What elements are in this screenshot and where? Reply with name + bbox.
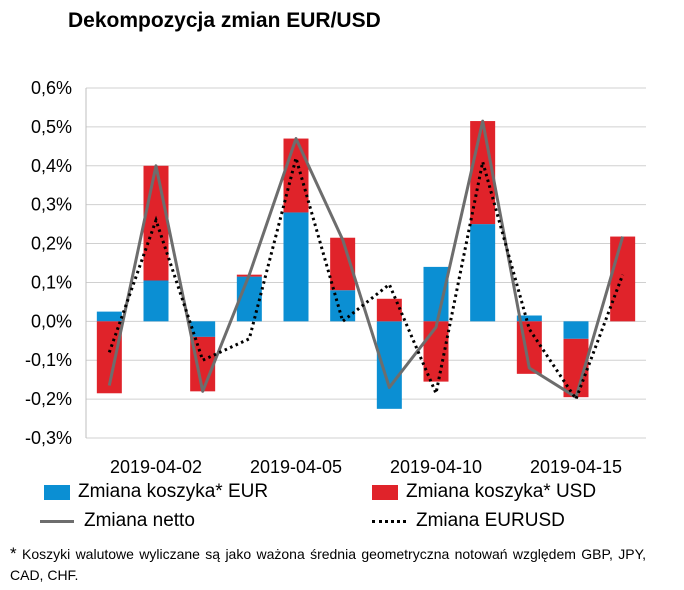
bar-eur [376, 321, 402, 409]
y-tick-label: 0,0% [31, 311, 72, 331]
bar-eur [143, 280, 169, 322]
y-tick-label: 0,6% [31, 78, 72, 98]
x-tick-label: 2019-04-05 [250, 457, 342, 477]
y-tick-label: 0,1% [31, 272, 72, 292]
bar-eur [563, 321, 589, 339]
bar-usd [283, 138, 309, 213]
bar-eur [190, 321, 216, 337]
y-tick-label: -0,2% [25, 389, 72, 409]
x-tick-label: 2019-04-10 [390, 457, 482, 477]
footnote: * Koszyki walutowe wyliczane są jako waż… [10, 543, 646, 586]
y-tick-label: 0,3% [31, 195, 72, 215]
y-tick-label: -0,3% [25, 428, 72, 448]
bar-eur [516, 315, 542, 322]
x-tick-label: 2019-04-02 [110, 457, 202, 477]
y-tick-label: 0,5% [31, 117, 72, 137]
bar-usd [143, 165, 169, 281]
line-netto [107, 119, 625, 399]
line-eurusd [107, 152, 625, 403]
bar-usd [423, 321, 449, 382]
x-tick-label: 2019-04-15 [530, 457, 622, 477]
chart-plot: -0,3% -0,2% -0,1% 0,0% 0,1% 0,2% 0,3% 0,4% 0,5% 0… [25, 78, 646, 477]
y-tick-label: -0,1% [25, 350, 72, 370]
bar-eur [96, 311, 122, 322]
footnote-star: * [10, 544, 17, 563]
bar-usd [376, 298, 402, 322]
bar-eur [470, 224, 496, 322]
chart-title: Dekompozycja zmian EUR/USD [68, 9, 381, 32]
y-tick-label: 0,4% [31, 156, 72, 176]
y-tick-label: 0,2% [31, 234, 72, 254]
bar-eur [283, 212, 309, 322]
footnote-text: Koszyki walutowe wyliczane są jako ważon… [10, 546, 647, 583]
